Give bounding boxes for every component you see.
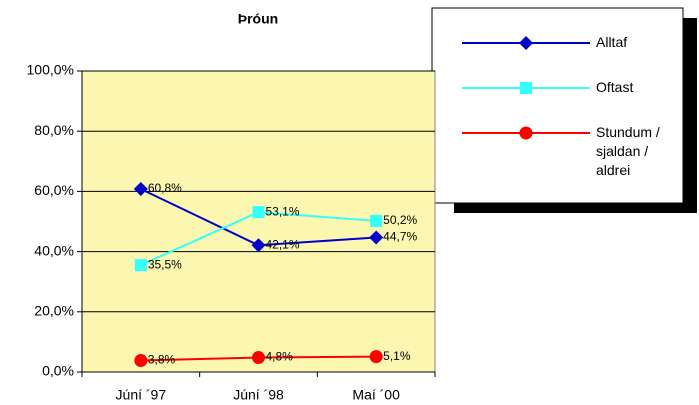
data-label: 50,2% bbox=[383, 213, 417, 227]
legend-label: Alltaf bbox=[596, 34, 628, 50]
diamond-marker bbox=[133, 181, 148, 196]
x-tick-label: Júní ´98 bbox=[233, 387, 284, 403]
y-tick-label: 100,0% bbox=[27, 62, 74, 78]
square-marker bbox=[134, 259, 147, 272]
data-label: 42,1% bbox=[266, 237, 300, 251]
circle-marker bbox=[519, 126, 533, 140]
y-tick-label: 0,0% bbox=[42, 363, 74, 379]
legend-box bbox=[431, 7, 684, 204]
square-marker bbox=[520, 82, 532, 94]
data-label: 44,7% bbox=[383, 230, 417, 244]
circle-marker bbox=[134, 354, 148, 368]
diamond-marker bbox=[369, 230, 384, 245]
square-marker bbox=[370, 214, 383, 227]
diamond-marker bbox=[251, 238, 266, 253]
x-tick-label: Júní ´97 bbox=[116, 387, 167, 403]
x-tick-label: Maí ´00 bbox=[352, 387, 400, 403]
legend-label: Stundum / sjaldan / aldrei bbox=[596, 124, 660, 178]
data-label: 3,8% bbox=[148, 353, 176, 367]
square-marker bbox=[252, 206, 265, 219]
circle-marker bbox=[369, 350, 383, 364]
data-label: 53,1% bbox=[266, 204, 300, 218]
y-tick-label: 60,0% bbox=[34, 182, 74, 198]
circle-marker bbox=[252, 351, 265, 365]
data-label: 60,8% bbox=[148, 181, 182, 195]
y-tick-label: 40,0% bbox=[34, 242, 74, 258]
y-tick-label: 80,0% bbox=[34, 122, 74, 138]
data-label: 35,5% bbox=[148, 257, 182, 271]
diamond-marker bbox=[519, 36, 533, 50]
data-label: 4,8% bbox=[266, 350, 294, 364]
chart-title: Þróun bbox=[238, 11, 278, 27]
legend-label: Oftast bbox=[596, 79, 634, 95]
data-label: 5,1% bbox=[383, 349, 411, 363]
y-tick-label: 20,0% bbox=[34, 303, 74, 319]
